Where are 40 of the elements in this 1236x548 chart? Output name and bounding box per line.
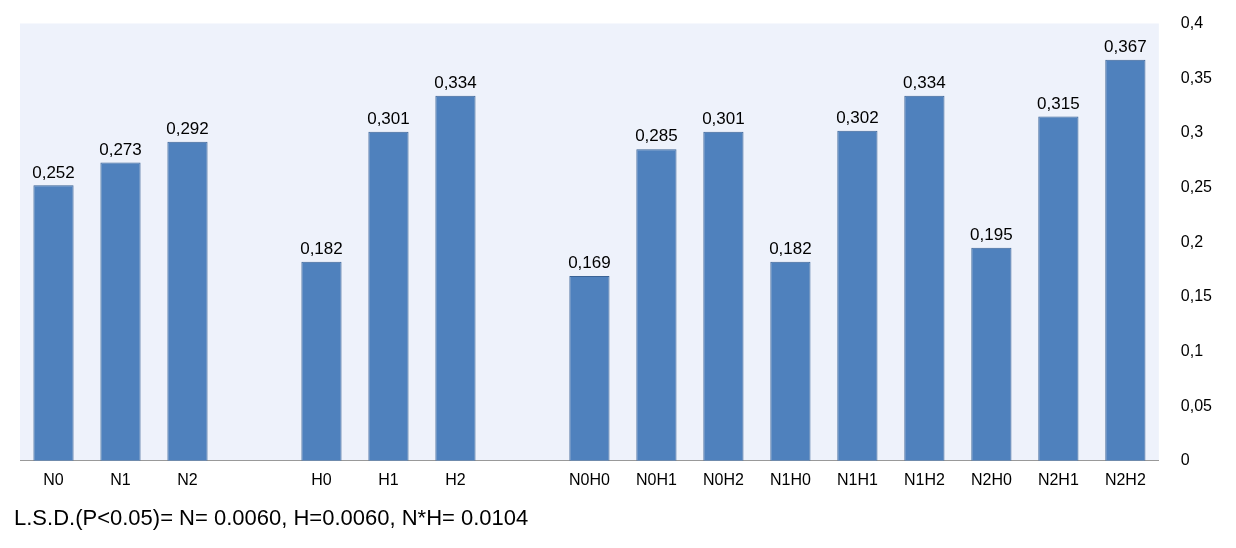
x-tick-label: N2H1 <box>1037 470 1079 488</box>
y-tick-label: 0,2 <box>1180 232 1204 250</box>
x-tick-label: N0 <box>43 470 64 488</box>
data-label: 0,182 <box>769 239 812 259</box>
y-tick-label: 0,35 <box>1180 68 1213 86</box>
y-tick-label: 0,05 <box>1180 396 1213 414</box>
y-tick-label: 0,4 <box>1180 14 1204 32</box>
x-tick-label: N2 <box>177 470 198 488</box>
y-tick-label: 0,3 <box>1180 123 1204 141</box>
data-label: 0,302 <box>836 107 879 127</box>
y-tick-label: 0 <box>1180 451 1190 469</box>
data-label: 0,273 <box>99 139 142 159</box>
x-tick-label: N1H0 <box>769 470 811 488</box>
data-label: 0,285 <box>635 126 678 146</box>
x-tick-label: H0 <box>311 470 332 488</box>
data-label: 0,367 <box>1104 36 1147 56</box>
data-label: 0,252 <box>32 162 75 182</box>
data-label: 0,182 <box>300 239 343 259</box>
y-tick-label: 0,1 <box>1180 341 1204 359</box>
data-label: 0,169 <box>568 253 611 273</box>
x-tick-label: H1 <box>378 470 399 488</box>
data-label: 0,301 <box>367 108 410 128</box>
x-tick-label: N0H2 <box>702 470 744 488</box>
data-label: 0,334 <box>434 72 477 92</box>
data-label: 0,334 <box>903 72 946 92</box>
x-tick-label: H2 <box>445 470 466 488</box>
x-tick-label: N2H2 <box>1104 470 1146 488</box>
x-tick-label: N2H0 <box>970 470 1012 488</box>
data-label: 0,292 <box>166 118 209 138</box>
text: L.S.D.(P<0.05)= N= 0.0060, H=0.0060, N*H= 0.0104 <box>14 505 529 531</box>
x-tick-label: N0H0 <box>568 470 610 488</box>
x-tick-label: N1H1 <box>836 470 878 488</box>
x-tick-label: N1 <box>110 470 131 488</box>
data-label: 0,301 <box>702 108 745 128</box>
x-tick-label: N0H1 <box>635 470 677 488</box>
y-tick-label: 0,25 <box>1180 177 1213 195</box>
y-tick-label: 0,15 <box>1180 287 1213 305</box>
data-label: 0,315 <box>1037 93 1080 113</box>
data-label: 0,195 <box>970 224 1013 244</box>
x-tick-label: N1H2 <box>903 470 945 488</box>
